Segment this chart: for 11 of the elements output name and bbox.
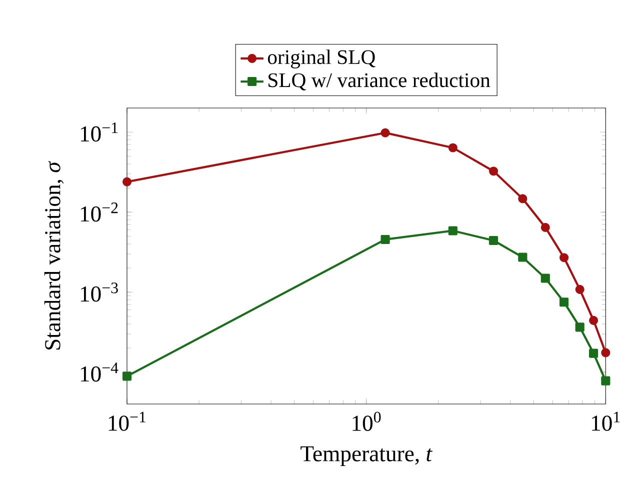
legend-label: original SLQ [268, 50, 376, 68]
y-tick-label: 10$^{−3}$ [80, 282, 118, 302]
y-tick-label: 10$^{−2}$ [80, 202, 118, 222]
y-axis-title: Standard variation, σ [44, 160, 64, 350]
x-tick-label: 10$^{1}$ [592, 412, 620, 431]
y-tick-label: 10$^{−1}$ [80, 122, 118, 142]
x-axis-title: Temperature, t [300, 446, 432, 466]
y-tick-label: 10$^{−4}$ [80, 362, 118, 382]
x-tick-label: 10$^{0}$ [352, 412, 381, 431]
legend-label: SLQ w/ variance reduction [268, 72, 490, 90]
x-tick-label: 10$^{−1}$ [108, 412, 146, 431]
